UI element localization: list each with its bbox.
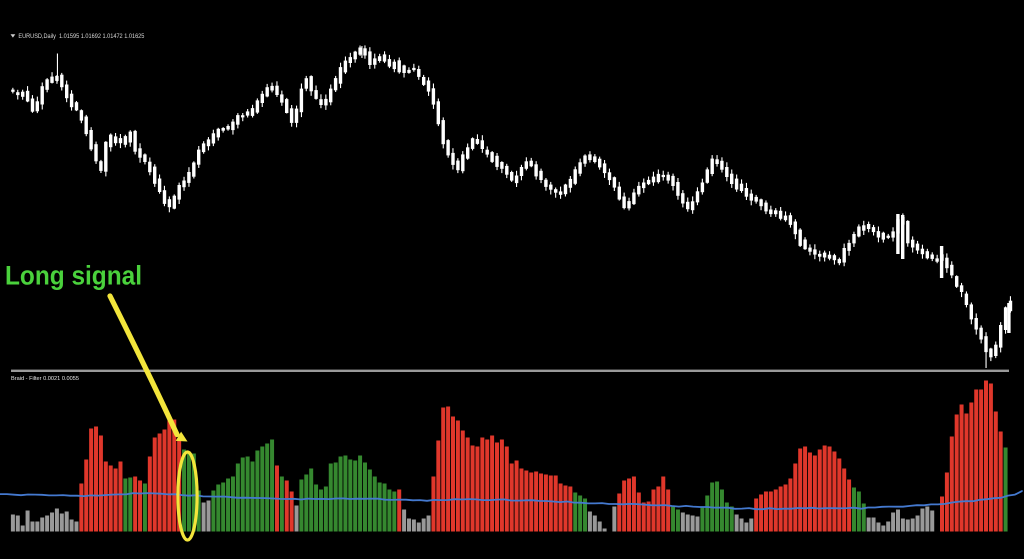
svg-text:Braid - Filter 0.0021 0.0055: Braid - Filter 0.0021 0.0055 [11,376,79,382]
svg-text:Long signal: Long signal [5,260,142,290]
svg-text:EURUSD,Daily 1.01595 1.01692: EURUSD,Daily 1.01595 1.01692 1.01472 1.0… [18,34,145,40]
